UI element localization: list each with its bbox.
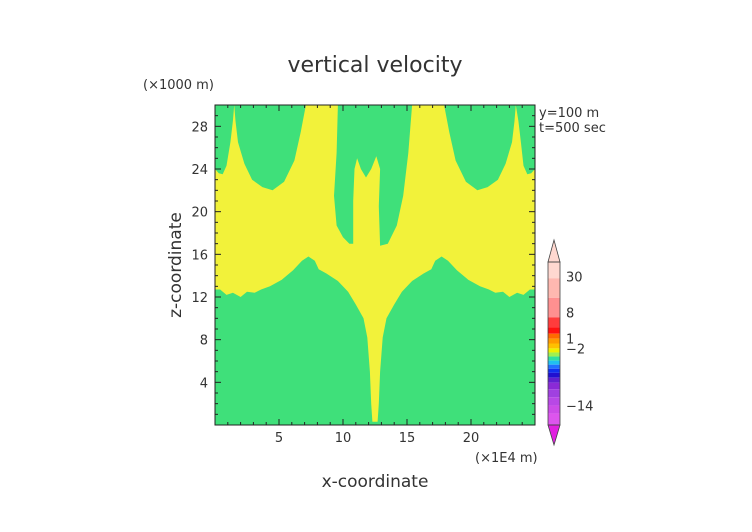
chart-title: vertical velocity [287,53,462,78]
colorbar-segment-17 [548,389,560,398]
colorbar-segment-15 [548,377,560,383]
colorbar-segment-7 [548,343,560,349]
colorbar-segment-16 [548,382,560,390]
axis-ticks: 5 10 15 20 4 8 12 16 20 24 28 [191,105,535,446]
annotation-time: t=500 sec [539,121,606,136]
colorbar-segment-8 [548,348,560,353]
x-tick-label: 10 [335,431,352,446]
annotation-y: y=100 m [539,106,599,121]
colorbar-bottom-arrow [547,424,561,447]
colorbar-segment-11 [548,360,560,365]
y-tick-label: 28 [191,120,208,135]
colorbar-segment-10 [548,356,560,361]
x-tick-label: 15 [399,431,416,446]
colorbar-segment-14 [548,372,560,378]
x-tick-label: 5 [275,431,283,446]
colorbar-segment-9 [548,352,560,357]
colorbar-segment-0 [548,262,560,279]
colorbar-segment-4 [548,327,560,334]
colorbar-segment-19 [548,405,560,414]
colorbar-segment-2 [548,297,560,318]
y-tick-label: 16 [191,248,208,263]
colorbar-label: 1 [566,333,574,348]
colorbar-label: 8 [566,307,574,322]
colorbar-segment-18 [548,397,560,406]
x-unit-label: (×1E4 m) [475,451,538,466]
colorbar-segment-13 [548,368,560,373]
colorbar: 30 8 1−2 −14 [547,238,593,447]
colorbar-segment-20 [548,413,560,425]
colorbar-top-arrow [547,238,561,263]
plot-area: 5 10 15 20 4 8 12 16 20 24 28 [191,104,536,446]
contour-region-0 [215,105,535,422]
x-axis-label: x-coordinate [322,472,429,492]
colorbar-label: 30 [566,271,583,286]
x-tick-label: 20 [463,431,480,446]
colorbar-segment-1 [548,278,560,298]
y-tick-label: 8 [200,334,208,349]
y-tick-label: 20 [191,206,208,221]
colorbar-segment-6 [548,338,560,344]
y-tick-label: 12 [191,291,208,306]
colorbar-label: −14 [566,399,593,414]
colorbar-frame [547,261,561,426]
y-unit-label: (×1000 m) [143,78,214,93]
y-tick-label: 4 [200,376,208,391]
y-tick-label: 24 [191,163,208,178]
colorbar-segment-3 [548,317,560,328]
y-axis-label: z-coordinate [166,212,186,318]
colorbar-segment-12 [548,364,560,369]
colorbar-label: −2 [566,342,585,357]
colorbar-segment-5 [548,333,560,339]
